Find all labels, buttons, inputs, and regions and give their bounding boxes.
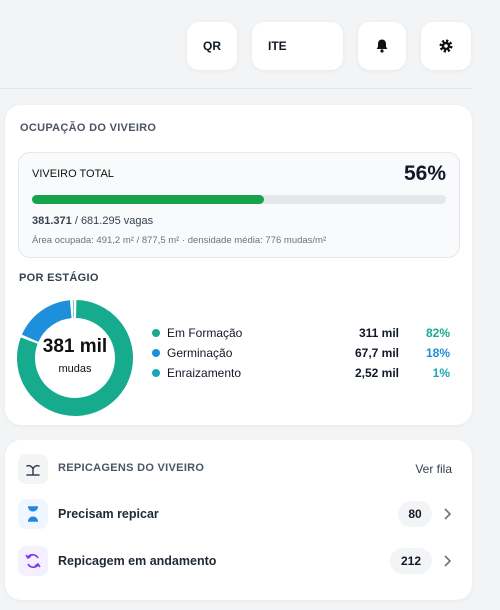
row-glyph (28, 506, 38, 522)
row-icon (18, 546, 48, 576)
sprout-glyph (26, 464, 40, 476)
stage-amount: 311 mil (358, 326, 399, 340)
card-title: REPICAGENS DO VIVEIRO (58, 462, 205, 474)
transplant-card: REPICAGENS DO VIVEIRO Ver fila Precisam … (5, 440, 472, 600)
total-label: VIVEIRO TOTAL (32, 168, 114, 180)
vagas-used: 381.371 (32, 215, 72, 227)
row-icon (18, 499, 48, 529)
stage-name: Em Formação (167, 326, 243, 340)
donut-center-unit: mudas (58, 363, 92, 375)
total-percent: 56% (403, 162, 446, 185)
stage-share: 82% (425, 326, 450, 340)
row-label: Precisam repicar (58, 507, 159, 521)
row-count: 80 (398, 501, 432, 527)
settings-button[interactable] (421, 22, 471, 70)
divider (0, 88, 472, 89)
stage-share: 18% (425, 346, 450, 360)
donut-segment (17, 300, 133, 416)
stage-amount: 67,7 mil (354, 346, 399, 360)
donut-center-value: 381 mil (43, 336, 107, 357)
stage-amount: 2,52 mil (354, 366, 399, 380)
area-info: Área ocupada: 491,2 m² / 877,5 m² · dens… (32, 235, 327, 246)
row-chevron[interactable] (442, 507, 452, 526)
queue-link[interactable]: Ver fila (415, 462, 452, 476)
chevron (444, 508, 452, 520)
row-chevron[interactable] (442, 554, 452, 573)
vagas: 381.371 / 681.295 vagas (32, 215, 153, 227)
row-glyph (25, 553, 41, 569)
sprout-icon (18, 454, 48, 484)
stages-title: POR ESTÁGIO (19, 272, 99, 284)
qr-button[interactable]: QR (187, 22, 237, 70)
ite-button[interactable]: ITE (252, 22, 343, 70)
stage-share: 1% (432, 366, 450, 380)
notifications-button[interactable] (358, 22, 406, 70)
legend-dot (152, 349, 160, 357)
legend-dot (152, 369, 160, 377)
stage-name: Enraizamento (167, 366, 242, 380)
legend-dot (152, 329, 160, 337)
progress-fill (32, 195, 264, 204)
gear-icon (439, 39, 453, 53)
donut-chart: 381 mil mudas (17, 300, 133, 416)
occupancy-card: OCUPAÇÃO DO VIVEIRO VIVEIRO TOTAL 56% 38… (5, 105, 472, 425)
row-label: Repicagem em andamento (58, 554, 217, 568)
progress-track (32, 195, 446, 204)
vagas-capacity: / 681.295 vagas (74, 215, 154, 227)
bell-icon (376, 39, 388, 53)
card-title: OCUPAÇÃO DO VIVEIRO (20, 122, 157, 134)
row-count: 212 (390, 548, 432, 574)
stage-name: Germinação (167, 346, 233, 360)
total-box: VIVEIRO TOTAL 56% 381.371 / 681.295 vaga… (18, 152, 460, 258)
donut-segment (21, 300, 72, 343)
chevron (444, 555, 452, 567)
